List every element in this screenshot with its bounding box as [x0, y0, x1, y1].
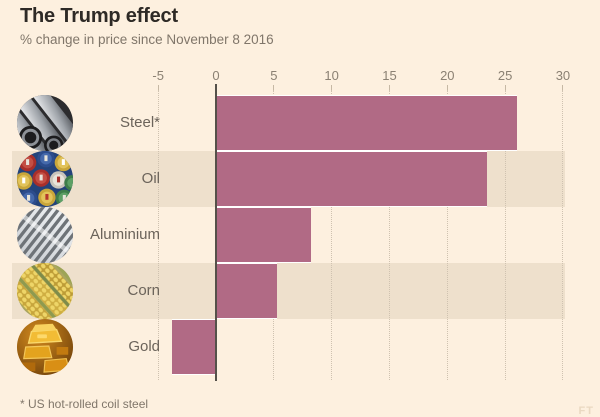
- page-title: The Trump effect: [20, 5, 178, 27]
- axis-tick-label: 15: [382, 68, 397, 83]
- axis-tick-label: 25: [497, 68, 513, 83]
- gridline: [446, 90, 448, 380]
- axis-tick-label: 10: [324, 68, 339, 83]
- axis-tick-label: 20: [440, 68, 455, 83]
- axis-tick-mark: [331, 85, 333, 90]
- chart-row-steel: Steel*: [0, 94, 600, 152]
- gridline: [157, 90, 159, 380]
- zero-axis-line: [215, 84, 217, 381]
- axis-tick-mark: [157, 85, 159, 90]
- category-label: Aluminium: [89, 226, 160, 243]
- bar-oil: [216, 151, 487, 207]
- axis-tick-mark: [562, 85, 564, 90]
- steel-icon: [16, 94, 74, 152]
- bar-steel: [216, 95, 517, 151]
- chart-row-corn: Corn: [0, 262, 600, 320]
- x-axis: -5 0 5 10 15 20 25 30: [0, 68, 600, 92]
- bar-chart: Steel* Oil Aluminium Corn Gold: [0, 84, 600, 381]
- axis-tick-mark: [273, 85, 275, 90]
- category-label: Corn: [127, 282, 160, 299]
- ft-watermark: FT: [578, 405, 594, 417]
- axis-tick-label: 0: [212, 68, 220, 83]
- page-subtitle: % change in price since November 8 2016: [20, 32, 274, 47]
- gold-icon: [16, 318, 74, 376]
- gridline: [504, 90, 506, 380]
- bar-aluminium: [216, 207, 311, 263]
- gridline: [331, 90, 333, 380]
- oil-icon: [16, 150, 74, 208]
- bar-gold: [172, 319, 216, 375]
- category-label: Steel*: [119, 114, 160, 131]
- axis-tick-label: 30: [555, 68, 571, 83]
- chart-row-gold: Gold: [0, 318, 600, 376]
- bar-corn: [216, 263, 278, 319]
- axis-tick-mark: [504, 85, 506, 90]
- gridline: [562, 90, 564, 380]
- chart-row-oil: Oil: [0, 150, 600, 208]
- footnote: * US hot-rolled coil steel: [20, 397, 149, 411]
- category-label: Oil: [141, 170, 160, 187]
- gridline: [388, 90, 390, 380]
- axis-tick-label: -5: [152, 68, 164, 83]
- category-label: Gold: [128, 338, 160, 355]
- axis-tick-mark: [388, 85, 390, 90]
- chart-row-aluminium: Aluminium: [0, 206, 600, 264]
- row-band: [12, 263, 565, 319]
- axis-tick-mark: [446, 85, 448, 90]
- axis-tick-label: 5: [270, 68, 278, 83]
